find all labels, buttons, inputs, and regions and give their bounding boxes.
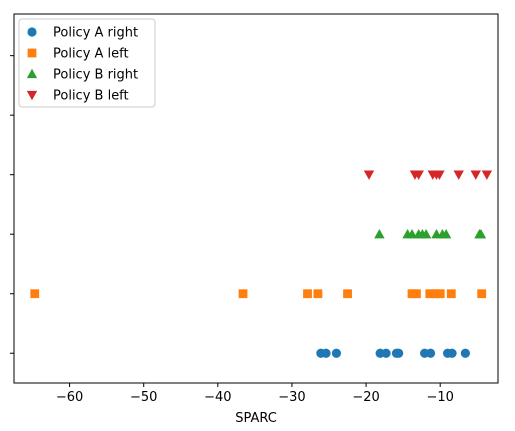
legend-label: Policy A left [53, 47, 129, 62]
legend-label: Policy B left [53, 89, 129, 104]
data-point [374, 229, 385, 239]
data-point [420, 229, 432, 239]
data-point [481, 170, 493, 180]
data-point [407, 289, 417, 299]
legend-label: Policy B right [53, 68, 138, 83]
data-point [313, 289, 323, 299]
axes [13, 13, 499, 384]
legend-marker [27, 48, 37, 58]
legend-label: Policy A right [53, 26, 138, 41]
data-point [453, 170, 464, 180]
legend: Policy A right Policy A left Policy B righ… [18, 18, 156, 108]
data-point [425, 289, 435, 299]
legend-marker [27, 27, 37, 37]
data-point [440, 229, 452, 239]
data-point [394, 348, 404, 358]
plot-frame [13, 13, 499, 384]
ticks: −60 −50 −40 −30 −20 −10 [10, 55, 454, 405]
x-tick-label: −50 [130, 390, 157, 405]
x-tick-label: −20 [352, 390, 379, 405]
series-group [363, 170, 493, 180]
legend-marker [26, 90, 38, 101]
data-point [425, 348, 436, 358]
data-point [447, 348, 457, 358]
data-marks [30, 170, 493, 358]
x-tick-label: −40 [204, 390, 231, 405]
data-point [321, 348, 331, 358]
legend-marker [26, 68, 38, 79]
data-point [406, 229, 418, 239]
data-point [343, 289, 352, 299]
data-point [470, 170, 481, 180]
data-point [331, 348, 342, 358]
data-point [475, 229, 487, 239]
series-group [374, 229, 487, 239]
data-point [30, 289, 40, 299]
data-point [446, 289, 456, 299]
data-point [431, 289, 441, 299]
x-tick-label: −30 [278, 390, 305, 405]
series-group [316, 348, 470, 358]
data-point [363, 170, 375, 180]
data-point [303, 289, 312, 299]
x-axis-label: SPARC [235, 411, 277, 426]
data-point [381, 348, 391, 358]
x-tick-label: −10 [426, 390, 453, 405]
series-group [30, 289, 487, 299]
data-point [434, 170, 445, 180]
data-point [477, 289, 487, 299]
data-point [238, 289, 248, 299]
data-point [435, 289, 445, 299]
x-tick-label: −60 [56, 390, 83, 405]
data-point [413, 170, 424, 180]
legend-box [18, 18, 156, 108]
data-point [412, 289, 421, 299]
data-point [460, 348, 470, 358]
